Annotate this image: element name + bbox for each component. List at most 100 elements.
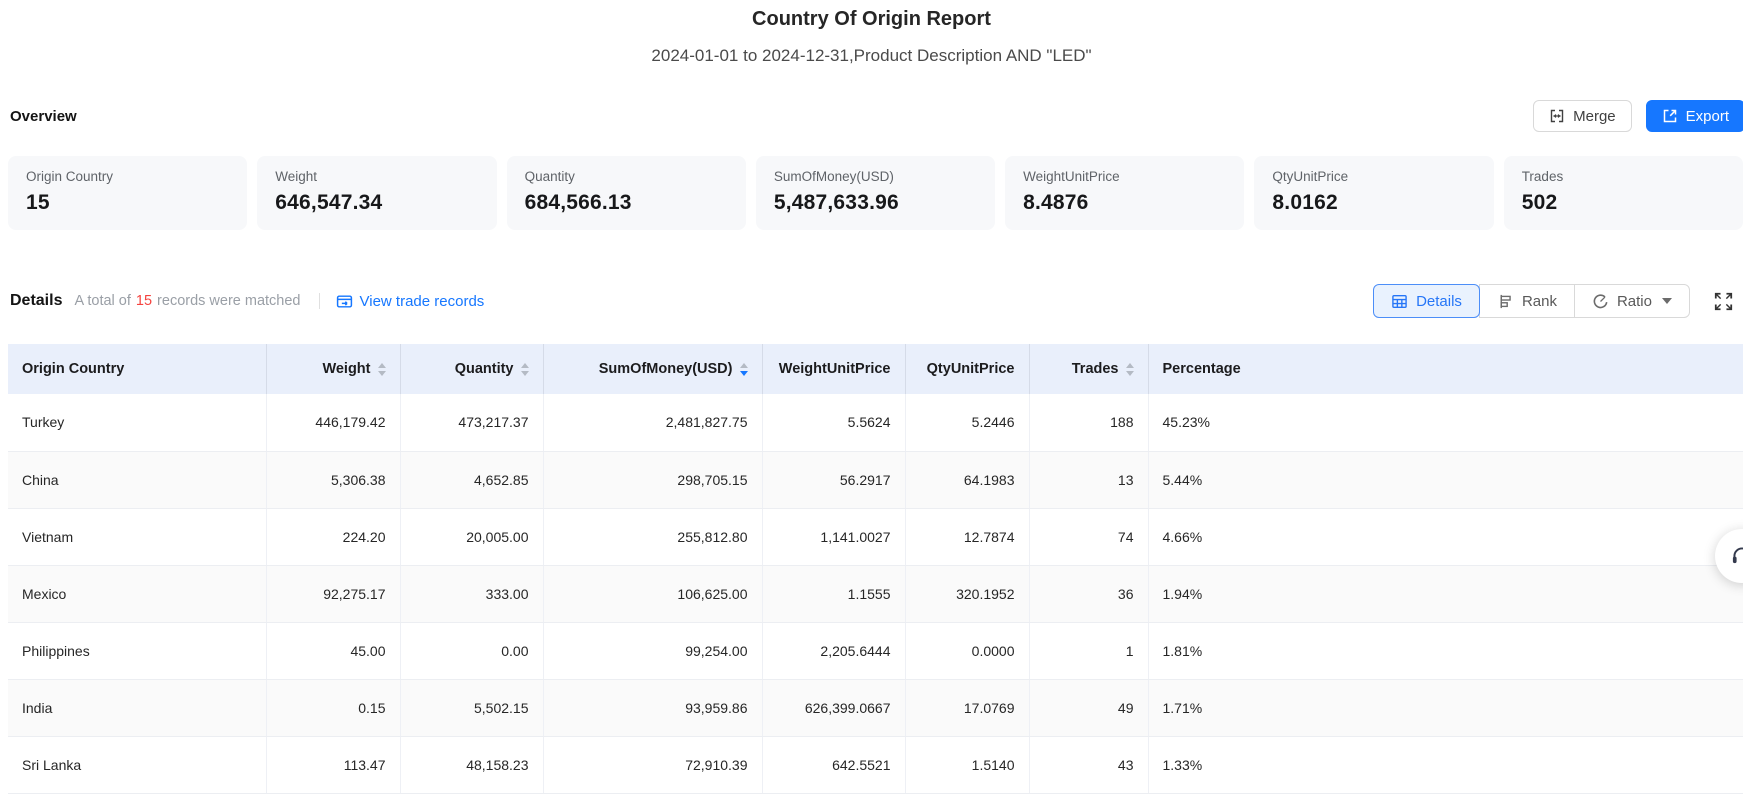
tab-rank[interactable]: Rank: [1478, 284, 1575, 318]
column-header-quantity[interactable]: Quantity: [400, 344, 544, 394]
table-grid-icon: [1391, 293, 1408, 310]
vertical-divider: [318, 293, 320, 309]
merge-cells-icon: [1549, 108, 1565, 124]
tab-rank-label: Rank: [1521, 292, 1557, 310]
cell-qtyunitprice: 12.7874: [905, 508, 1030, 566]
export-button-label: Export: [1685, 107, 1729, 125]
stat-card-weight: Weight 646,547.34: [257, 156, 497, 230]
sort-descending-icon: [739, 370, 748, 376]
cell-quantity: 5,502.15: [400, 679, 544, 737]
column-header-sumofmoney-usd[interactable]: SumOfMoney(USD): [543, 344, 763, 394]
headset-icon: [1729, 543, 1743, 569]
details-heading: Details: [10, 292, 63, 309]
chevron-down-icon: [1662, 298, 1672, 304]
cell-weightunitprice: 1.1555: [762, 565, 906, 623]
cell-sumofmoney-usd: 72,910.39: [543, 736, 763, 794]
cell-qtyunitprice: 320.1952: [905, 565, 1030, 623]
cell-trades: 43: [1029, 736, 1149, 794]
overview-actions: Merge Export: [1533, 100, 1743, 132]
stat-card-qtyunitprice: QtyUnitPrice 8.0162: [1254, 156, 1494, 230]
table-row-sri-lanka: Sri Lanka 113.47 48,158.23 72,910.39 642.552…: [8, 736, 1743, 794]
cell-qtyunitprice: 17.0769: [905, 679, 1030, 737]
tab-ratio[interactable]: Ratio: [1573, 284, 1690, 318]
match-summary: A total of 15 records were matched: [74, 293, 301, 309]
stat-card-trades: Trades 502: [1503, 156, 1743, 230]
cell-trades: 36: [1029, 565, 1149, 623]
column-header-percentage: Percentage: [1148, 344, 1743, 394]
overview-bar: Overview Merge: [10, 100, 1743, 132]
stat-card-value: 8.0162: [1272, 191, 1338, 214]
table-row-turkey: Turkey 446,179.42 473,217.37 2,481,827.75 5.…: [8, 394, 1743, 452]
cell-sumofmoney-usd: 2,481,827.75: [543, 394, 763, 452]
cell-weightunitprice: 626,399.0667: [762, 679, 906, 737]
stat-card-origin-country: Origin Country 15: [8, 156, 248, 230]
sort-carets[interactable]: [1125, 362, 1134, 376]
cell-quantity: 0.00: [400, 622, 544, 680]
export-button[interactable]: Export: [1645, 100, 1743, 132]
cell-quantity: 473,217.37: [400, 394, 544, 452]
sort-ascending-icon: [377, 362, 386, 368]
cell-origin-country: Turkey: [8, 394, 267, 452]
rank-bars-icon: [1497, 293, 1514, 310]
cell-qtyunitprice: 1.5140: [905, 736, 1030, 794]
table-header-row: Origin Country Weight Quantity SumOfMoney(U…: [8, 344, 1743, 394]
stat-card-value: 502: [1521, 191, 1558, 214]
sort-carets[interactable]: [520, 362, 529, 376]
stat-card-value: 8.4876: [1023, 191, 1089, 214]
stat-card-sumofmoney-usd: SumOfMoney(USD) 5,487,633.96: [755, 156, 996, 230]
cell-percentage: 1.71%: [1148, 679, 1743, 737]
cell-weight: 45.00: [266, 622, 401, 680]
cell-weight: 92,275.17: [266, 565, 401, 623]
stat-card-value: 646,547.34: [275, 191, 383, 214]
column-header-origin-country: Origin Country: [8, 344, 267, 394]
column-label: Weight: [322, 361, 371, 377]
column-header-weight[interactable]: Weight: [266, 344, 401, 394]
cell-percentage: 5.44%: [1148, 451, 1743, 509]
cell-qtyunitprice: 0.0000: [905, 622, 1030, 680]
overview-cards: Origin Country 15 Weight 646,547.34 Quantity…: [8, 156, 1743, 230]
cell-percentage: 1.33%: [1148, 736, 1743, 794]
cell-trades: 49: [1029, 679, 1149, 737]
cell-percentage: 45.23%: [1148, 394, 1743, 452]
view-mode-tabs: Details Rank: [1373, 284, 1690, 318]
report-filter-summary: 2024-01-01 to 2024-12-31,Product Descrip…: [651, 46, 1092, 65]
country-origin-report-page: Country Of Origin Report 2024-01-01 to 2…: [0, 8, 1743, 794]
merge-button[interactable]: Merge: [1533, 100, 1632, 132]
expand-corners-icon: [1714, 292, 1733, 311]
cell-percentage: 1.94%: [1148, 565, 1743, 623]
cell-weight: 224.20: [266, 508, 401, 566]
sort-carets[interactable]: [739, 362, 748, 376]
cell-weight: 446,179.42: [266, 394, 401, 452]
tab-details-label: Details: [1416, 292, 1462, 310]
cell-sumofmoney-usd: 93,959.86: [543, 679, 763, 737]
stat-card-value: 5,487,633.96: [773, 191, 899, 214]
details-bar: Details A total of 15 records were matched…: [10, 284, 1733, 318]
stat-card-quantity: Quantity 684,566.13: [506, 156, 746, 230]
stat-card-label: WeightUnitPrice: [1023, 169, 1120, 184]
cell-quantity: 20,005.00: [400, 508, 544, 566]
cell-percentage: 4.66%: [1148, 508, 1743, 566]
cell-origin-country: China: [8, 451, 267, 509]
match-count: 15: [135, 293, 153, 309]
table-row-vietnam: Vietnam 224.20 20,005.00 255,812.80 1,141.00…: [8, 508, 1743, 566]
sort-carets[interactable]: [377, 362, 386, 376]
tab-details[interactable]: Details: [1373, 284, 1480, 318]
stat-card-label: QtyUnitPrice: [1272, 169, 1349, 184]
cell-origin-country: India: [8, 679, 267, 737]
cell-qtyunitprice: 64.1983: [905, 451, 1030, 509]
cell-trades: 1: [1029, 622, 1149, 680]
details-controls: Details Rank: [1373, 284, 1733, 318]
column-label: SumOfMoney(USD): [598, 361, 733, 377]
tab-ratio-label: Ratio: [1616, 292, 1652, 310]
sort-descending-icon: [1125, 370, 1134, 376]
column-header-trades[interactable]: Trades: [1029, 344, 1149, 394]
fullscreen-button[interactable]: [1714, 292, 1733, 311]
cell-sumofmoney-usd: 99,254.00: [543, 622, 763, 680]
stat-card-label: Origin Country: [26, 169, 114, 184]
view-trade-records-link[interactable]: View trade records: [336, 293, 484, 310]
cell-weight: 0.15: [266, 679, 401, 737]
stat-card-label: Weight: [275, 169, 318, 184]
sort-ascending-icon: [1125, 362, 1134, 368]
details-table: Origin Country Weight Quantity SumOfMoney(U…: [8, 344, 1743, 794]
cell-weightunitprice: 5.5624: [762, 394, 906, 452]
